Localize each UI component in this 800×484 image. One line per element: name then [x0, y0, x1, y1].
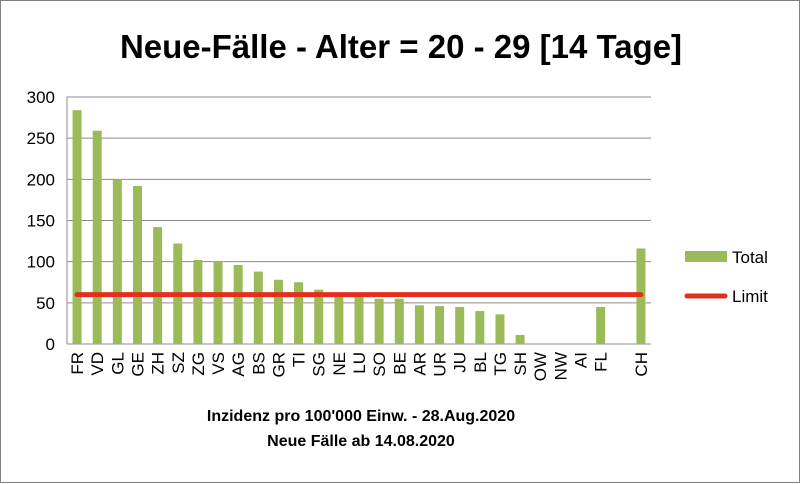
bar-bl: [475, 311, 485, 344]
bar-so: [374, 298, 384, 344]
x-tick-label: ZG: [189, 352, 208, 376]
x-tick-label: GR: [269, 352, 288, 378]
legend-label-limit: Limit: [732, 287, 768, 306]
bars: [72, 110, 646, 344]
x-axis-label-line-2: Neue Fälle ab 14.08.2020: [267, 433, 455, 450]
bar-fr: [72, 110, 82, 344]
y-axis-ticks: 0 50 100 150 200 250 300: [27, 88, 55, 354]
bar-ar: [414, 305, 424, 344]
y-tick-label: 50: [36, 294, 55, 313]
y-tick-label: 0: [46, 335, 55, 354]
legend-swatch-total: [685, 251, 727, 262]
bar-tg: [495, 314, 505, 344]
gridlines: [66, 96, 651, 345]
legend: Total Limit: [684, 248, 768, 306]
bar-bs: [253, 271, 263, 344]
x-tick-label: FR: [68, 352, 87, 375]
bar-vd: [92, 130, 102, 344]
x-axis-ticks: FR VD GL GE ZH SZ ZG VS AG BS GR TI SG NE LU SO BE AR UR JU…: [68, 352, 651, 381]
y-tick-label: 200: [27, 170, 55, 189]
x-tick-label: FL: [592, 352, 611, 372]
x-tick-label: AI: [572, 352, 591, 368]
x-tick-label: GE: [128, 352, 147, 377]
bar-sg: [314, 289, 324, 344]
x-tick-label: VS: [209, 352, 228, 375]
bar-sh: [515, 334, 525, 344]
bar-be: [394, 298, 404, 344]
bar-ur: [435, 306, 445, 344]
legend-label-total: Total: [732, 248, 768, 267]
x-tick-label: UR: [431, 352, 450, 377]
x-tick-label: SO: [370, 352, 389, 377]
x-tick-label: OW: [531, 352, 550, 381]
bar-zh: [153, 227, 163, 344]
bar-lu: [354, 294, 364, 344]
bar-ag: [233, 264, 243, 344]
x-tick-label: CH: [632, 352, 651, 377]
bar-ti: [294, 282, 304, 344]
y-tick-label: 100: [27, 253, 55, 272]
x-tick-label: SH: [511, 352, 530, 376]
x-tick-label: VD: [88, 352, 107, 376]
x-tick-label: BL: [471, 352, 490, 373]
bar-gr: [273, 279, 283, 344]
bar-fl: [596, 306, 606, 344]
x-tick-label: JU: [451, 352, 470, 373]
y-tick-label: 300: [27, 88, 55, 107]
x-tick-label: GL: [108, 352, 127, 375]
x-tick-label: SZ: [169, 352, 188, 374]
x-tick-label: AR: [410, 352, 429, 376]
x-tick-label: NW: [551, 352, 570, 380]
x-tick-label: BS: [249, 352, 268, 375]
bar-ge: [132, 185, 142, 344]
x-tick-label: SG: [310, 352, 329, 377]
bar-zg: [193, 260, 203, 344]
chart-title: Neue-Fälle - Alter = 20 - 29 [14 Tage]: [120, 28, 682, 65]
x-tick-label: TI: [290, 352, 309, 367]
bar-gl: [112, 179, 122, 344]
x-tick-label: TG: [491, 352, 510, 376]
x-tick-label: LU: [350, 352, 369, 374]
bar-vs: [213, 261, 223, 344]
bar-ju: [455, 306, 465, 344]
x-tick-label: BE: [390, 352, 409, 375]
bar-ne: [334, 293, 344, 344]
x-axis-label-line-1: Inzidenz pro 100'000 Einw. - 28.Aug.2020: [207, 408, 515, 425]
x-tick-label: NE: [330, 352, 349, 376]
x-tick-label: ZH: [149, 352, 168, 375]
y-tick-label: 150: [27, 212, 55, 231]
y-tick-label: 250: [27, 129, 55, 148]
x-tick-label: AG: [229, 352, 248, 377]
